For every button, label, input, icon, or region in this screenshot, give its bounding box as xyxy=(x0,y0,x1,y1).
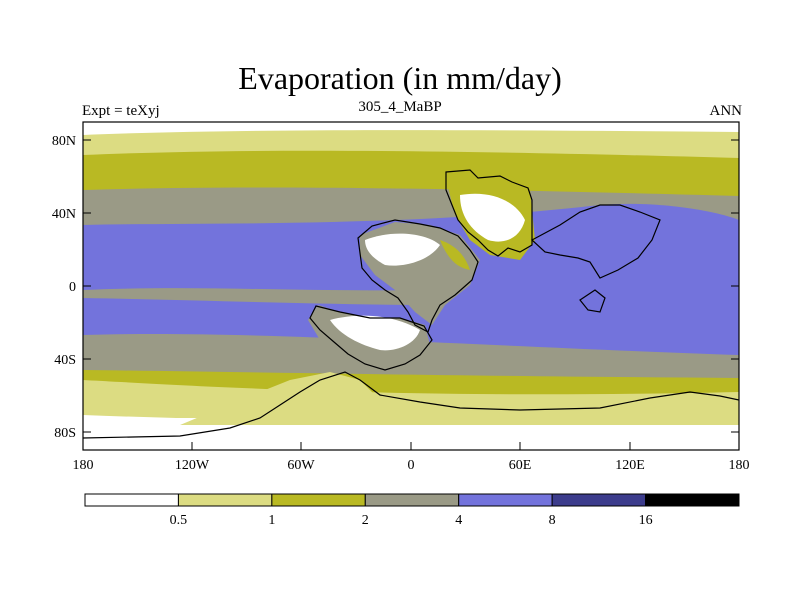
colorbar-label: 0.5 xyxy=(170,513,188,528)
y-tick-label: 80N xyxy=(52,134,76,149)
x-tick-label: 180 xyxy=(729,458,750,473)
coastline-north xyxy=(445,169,533,257)
colorbar-label: 1 xyxy=(268,513,275,528)
colorbar-swatch xyxy=(645,493,740,507)
figure-title: Evaporation (in mm/day) xyxy=(238,60,562,96)
coastline-southern xyxy=(83,371,739,439)
colorbar-label: 4 xyxy=(455,513,462,528)
x-tick-label: 0 xyxy=(408,458,415,473)
experiment-label: Expt = teXyj xyxy=(82,103,160,119)
x-tick-label: 60E xyxy=(509,458,532,473)
time-label: 305_4_MaBP xyxy=(358,99,442,115)
coastline-south xyxy=(309,305,433,371)
y-tick-label: 80S xyxy=(54,426,76,441)
south-america-dry xyxy=(330,315,420,351)
coastlines xyxy=(83,169,739,439)
colorbar-swatch xyxy=(551,493,647,507)
colorbar-swatch xyxy=(271,493,366,507)
coastline-island xyxy=(579,289,606,313)
y-tick-label: 40N xyxy=(52,207,76,222)
y-tick-marks xyxy=(83,139,739,433)
x-tick-marks xyxy=(82,442,740,450)
x-tick-label: 60W xyxy=(287,458,315,473)
central-continent-dry xyxy=(365,233,440,266)
map-field xyxy=(83,122,739,450)
colorbar-label: 8 xyxy=(549,513,556,528)
coastline-central xyxy=(357,219,479,333)
north-continent-dry xyxy=(460,193,525,242)
y-tick-label: 40S xyxy=(54,353,76,368)
colorbar-label: 2 xyxy=(362,513,369,528)
season-label: ANN xyxy=(709,103,743,119)
equatorial-slot xyxy=(83,288,420,305)
colorbar-swatch xyxy=(177,493,273,507)
x-tick-label: 120E xyxy=(615,458,645,473)
coastline-east xyxy=(530,204,661,279)
colorbar-label: 16 xyxy=(639,513,653,528)
y-tick-label: 0 xyxy=(69,280,76,295)
colorbar-swatch xyxy=(364,493,460,507)
colorbar-swatch xyxy=(84,493,179,507)
colorbar: 0.5 1 2 4 8 16 xyxy=(84,493,740,528)
x-tick-label: 180 xyxy=(73,458,94,473)
x-tick-label: 120W xyxy=(175,458,210,473)
central-continent-fringe xyxy=(440,240,470,270)
colorbar-swatch xyxy=(458,493,553,507)
